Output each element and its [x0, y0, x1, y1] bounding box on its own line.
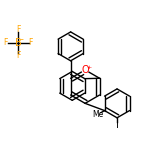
Text: O: O — [81, 65, 89, 75]
Text: F: F — [29, 38, 33, 47]
Text: –: – — [20, 35, 24, 44]
Text: B: B — [15, 38, 22, 48]
Text: F: F — [16, 51, 20, 60]
Text: +: + — [86, 65, 92, 70]
Text: Me: Me — [93, 110, 104, 119]
Text: I: I — [116, 120, 118, 130]
Text: F: F — [16, 25, 20, 35]
Text: F: F — [3, 38, 8, 47]
